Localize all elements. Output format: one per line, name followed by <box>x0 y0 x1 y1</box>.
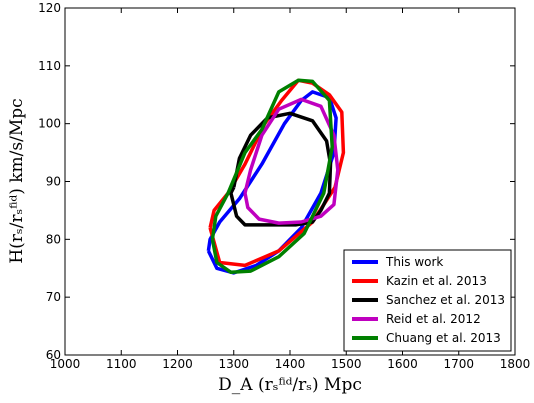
legend-label: Sanchez et al. 2013 <box>386 293 505 307</box>
y-tick-label: 120 <box>38 1 61 15</box>
legend-label: Reid et al. 2012 <box>386 312 481 326</box>
x-tick-label: 1200 <box>162 357 193 371</box>
y-tick-label: 80 <box>46 232 61 246</box>
legend-label: Kazin et al. 2013 <box>386 274 487 288</box>
contour <box>208 78 346 268</box>
x-tick-label: 1600 <box>387 357 418 371</box>
contour <box>243 97 340 225</box>
x-tick-label: 1800 <box>500 357 531 371</box>
x-tick-label: 1500 <box>331 357 362 371</box>
contour <box>210 78 334 275</box>
y-tick-label: 100 <box>38 117 61 131</box>
x-tick-label: 1300 <box>218 357 249 371</box>
y-tick-label: 70 <box>46 290 61 304</box>
y-axis-label: H(rₛ/rₛᶠⁱᵈ) km/s/Mpc <box>7 98 27 263</box>
x-tick-label: 1700 <box>443 357 474 371</box>
plot-frame <box>64 7 516 356</box>
x-tick-label: 1100 <box>106 357 137 371</box>
legend-label: Chuang et al. 2013 <box>386 331 501 345</box>
y-tick-label: 60 <box>46 348 61 362</box>
x-tick-label: 1000 <box>50 357 81 371</box>
x-tick-label: 1400 <box>275 357 306 371</box>
contour <box>229 111 333 227</box>
y-tick-label: 110 <box>38 59 61 73</box>
y-tick-label: 90 <box>46 175 61 189</box>
contour <box>206 90 338 275</box>
x-axis-label: D_A (rₛᶠⁱᵈ/rₛ) Mpc <box>218 375 362 395</box>
legend-label: This work <box>385 255 443 269</box>
